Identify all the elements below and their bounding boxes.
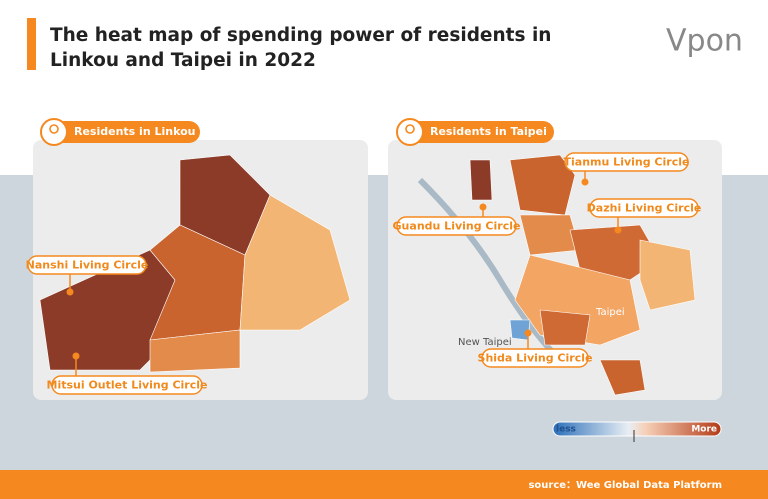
source: source：Wee Global Data Platform: [528, 480, 722, 491]
legend-low: less: [556, 425, 576, 435]
footer-bg: [0, 470, 768, 499]
callout-dot: [524, 329, 532, 337]
callout-label: Tianmu Living Circle: [564, 156, 690, 169]
pill: [408, 121, 554, 143]
accent-bar: [27, 18, 36, 70]
callout-dot: [72, 352, 80, 360]
callout-box: [564, 152, 689, 172]
place-label: New Taipei: [458, 337, 512, 348]
panel-title: Residents in Taipei: [430, 125, 547, 138]
callout-label: Shida Living Circle: [478, 352, 593, 365]
heat-area: [599, 359, 646, 396]
callout-dot: [479, 203, 487, 211]
pill: [52, 121, 200, 143]
heat-area: [639, 239, 696, 311]
callout-box: [51, 375, 203, 395]
panel-label: Residents in Linkou: [40, 118, 200, 146]
place-label: Taipei: [595, 307, 625, 318]
heat-area: [239, 194, 351, 331]
title-line: Linkou and Taipei in 2022: [50, 50, 316, 71]
heat-area: [149, 329, 241, 373]
callout-dot: [581, 178, 589, 186]
person-icon: [49, 124, 59, 134]
person-icon: [396, 118, 424, 146]
heat-area: [469, 159, 493, 201]
callouts: Nanshi Living Circle Mitsui Outlet Living…: [26, 152, 702, 395]
heat-areas: [39, 154, 351, 373]
legend-high: More: [691, 425, 717, 435]
callout-box: [589, 198, 699, 218]
legend-gradient: [552, 421, 722, 437]
callout-label: Guandu Living Circle: [393, 220, 521, 233]
callout-label: Dazhi Living Circle: [587, 202, 702, 215]
callout-label: Nanshi Living Circle: [26, 259, 149, 272]
callout-box: [27, 255, 147, 275]
title-line: The heat map of spending power of reside…: [50, 25, 551, 46]
heat-area: [509, 154, 576, 216]
panel-title: Residents in Linkou: [74, 125, 196, 138]
logo: Vpon: [666, 24, 743, 59]
heat-areas: [469, 154, 696, 396]
callout-dot: [66, 288, 74, 296]
person-icon: [40, 118, 68, 146]
person-icon: [405, 124, 415, 134]
callout-box: [481, 348, 589, 368]
river: [417, 177, 563, 363]
heat-area: [539, 309, 591, 346]
panel-label: Residents in Taipei: [396, 118, 554, 146]
callout-label: Mitsui Outlet Living Circle: [47, 379, 208, 392]
callout-dot: [614, 226, 622, 234]
callout-box: [396, 216, 517, 236]
